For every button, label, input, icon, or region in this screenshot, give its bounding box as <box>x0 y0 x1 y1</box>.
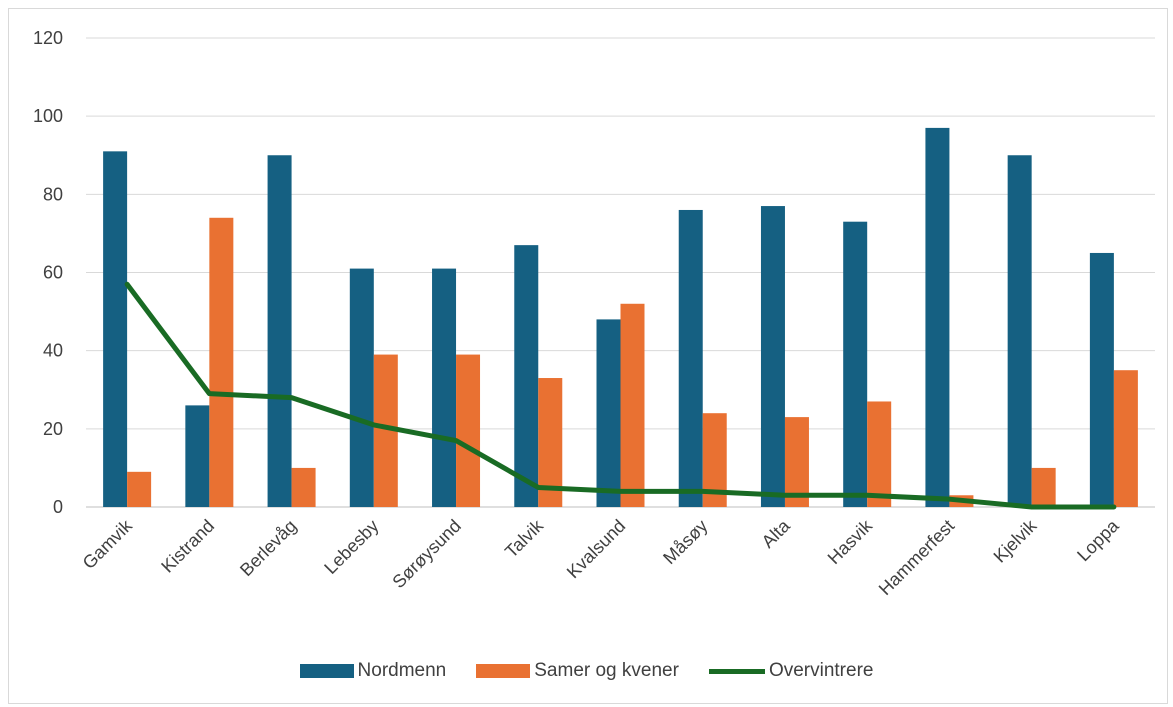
bar-samer-og-kvener <box>784 417 809 507</box>
bar-nordmenn <box>596 319 621 507</box>
legend-label-samer-og-kvener: Samer og kvener <box>534 660 679 681</box>
y-tick-label: 40 <box>43 341 63 361</box>
x-tick-label: Loppa <box>1073 515 1123 565</box>
legend-item-overvintrere: Overvintrere <box>708 660 874 682</box>
bar-samer-og-kvener <box>127 471 152 507</box>
y-tick-label: 60 <box>43 263 63 283</box>
chart-legend: Nordmenn Samer og kvener Overvintrere <box>0 660 1173 682</box>
bar-nordmenn <box>349 268 374 507</box>
bar-samer-og-kvener <box>291 467 316 507</box>
x-tick-label: Gamvik <box>79 515 137 573</box>
legend-swatch-samer-og-kvener <box>476 664 531 678</box>
bar-nordmenn <box>432 268 457 507</box>
bar-samer-og-kvener <box>620 303 645 507</box>
y-tick-label: 20 <box>43 419 63 439</box>
bar-nordmenn <box>678 209 703 507</box>
legend-item-samer-og-kvener: Samer og kvener <box>476 660 679 682</box>
x-tick-label: Kvalsund <box>563 516 630 583</box>
legend-label-nordmenn: Nordmenn <box>357 660 447 681</box>
bar-nordmenn <box>1007 155 1032 507</box>
x-tick-label: Alta <box>758 515 795 552</box>
bar-nordmenn <box>185 405 210 507</box>
x-tick-label: Berlevåg <box>236 516 300 580</box>
x-tick-label: Måsøy <box>659 516 711 568</box>
bar-samer-og-kvener <box>1113 370 1138 507</box>
x-tick-label: Hasvik <box>824 515 877 568</box>
bar-nordmenn <box>843 221 868 508</box>
bar-nordmenn <box>514 245 539 507</box>
x-tick-label: Lebesby <box>320 516 382 578</box>
bar-samer-og-kvener <box>456 354 481 507</box>
y-tick-label: 120 <box>33 28 63 48</box>
bar-nordmenn <box>103 151 128 507</box>
x-tick-label: Kjelvik <box>990 515 1042 567</box>
legend-swatch-nordmenn <box>299 664 354 678</box>
legend-item-nordmenn: Nordmenn <box>299 660 447 682</box>
x-tick-label: Sørøysund <box>388 516 464 592</box>
bar-samer-og-kvener <box>209 217 234 508</box>
bar-nordmenn <box>1089 252 1114 507</box>
y-tick-label: 0 <box>53 497 63 517</box>
bar-samer-og-kvener <box>1031 467 1056 507</box>
x-tick-label: Kistrand <box>157 516 218 577</box>
x-tick-label: Hammerfest <box>875 516 958 599</box>
bar-nordmenn <box>267 155 292 507</box>
legend-swatch-overvintrere <box>708 668 765 674</box>
chart-frame <box>8 8 1168 704</box>
bar-nordmenn <box>925 127 950 508</box>
bar-samer-og-kvener <box>867 401 892 507</box>
y-tick-label: 100 <box>33 106 63 126</box>
y-tick-label: 80 <box>43 184 63 204</box>
bar-nordmenn <box>760 206 785 507</box>
legend-label-overvintrere: Overvintrere <box>768 660 874 681</box>
x-tick-label: Talvik <box>501 515 548 562</box>
